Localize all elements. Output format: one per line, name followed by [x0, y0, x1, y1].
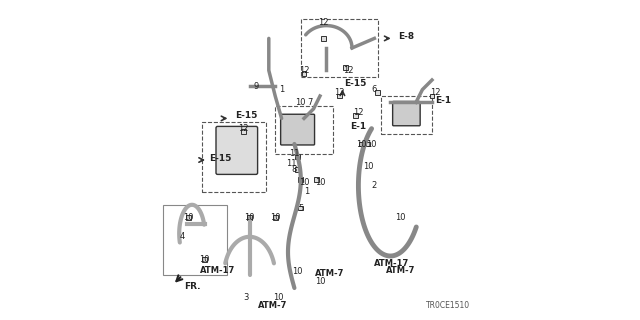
- Bar: [359, 141, 364, 147]
- Bar: [295, 167, 300, 172]
- Text: 10: 10: [315, 178, 325, 187]
- Text: 1: 1: [305, 188, 310, 196]
- Text: E-1: E-1: [351, 122, 367, 131]
- Text: 10: 10: [273, 293, 284, 302]
- Text: 10: 10: [366, 140, 376, 148]
- Text: ATM-7: ATM-7: [385, 266, 415, 275]
- Bar: [202, 257, 207, 262]
- Text: 8: 8: [292, 165, 297, 174]
- Bar: [429, 93, 435, 99]
- FancyBboxPatch shape: [280, 114, 315, 145]
- FancyBboxPatch shape: [393, 101, 420, 126]
- Text: E-15: E-15: [210, 154, 232, 163]
- Text: 10: 10: [270, 213, 280, 222]
- Text: 4: 4: [180, 232, 185, 241]
- Bar: [365, 141, 371, 147]
- Text: 10: 10: [299, 178, 309, 187]
- Text: 12: 12: [318, 18, 328, 27]
- FancyBboxPatch shape: [216, 126, 258, 174]
- Text: 6: 6: [372, 85, 377, 94]
- Text: 10: 10: [244, 213, 255, 222]
- Bar: [241, 129, 246, 134]
- Text: 9: 9: [253, 82, 259, 91]
- Bar: [186, 215, 191, 220]
- Text: 2: 2: [372, 181, 377, 190]
- Text: ATM-7: ATM-7: [315, 269, 344, 278]
- Bar: [321, 36, 326, 41]
- Bar: [273, 215, 278, 220]
- Text: 10: 10: [200, 255, 210, 264]
- Text: E-1: E-1: [435, 96, 451, 105]
- Text: E-15: E-15: [236, 111, 257, 120]
- Text: ATM-7: ATM-7: [258, 301, 287, 310]
- Text: 7: 7: [308, 98, 313, 107]
- Text: 10: 10: [292, 268, 303, 276]
- Bar: [295, 155, 300, 159]
- Text: 12: 12: [334, 88, 344, 97]
- Text: 3: 3: [244, 293, 249, 302]
- Text: 12: 12: [238, 124, 248, 132]
- Bar: [375, 91, 380, 95]
- Text: 10: 10: [395, 213, 405, 222]
- Text: 10: 10: [363, 162, 373, 171]
- Bar: [314, 177, 319, 182]
- Text: ATM-17: ATM-17: [200, 266, 236, 275]
- Text: 10: 10: [184, 213, 194, 222]
- Bar: [298, 206, 303, 211]
- Text: TR0CE1510: TR0CE1510: [426, 301, 470, 310]
- Text: 12: 12: [430, 88, 440, 97]
- Text: 11: 11: [289, 149, 300, 158]
- Text: 5: 5: [298, 204, 303, 212]
- Text: 12: 12: [353, 108, 364, 116]
- Text: 1: 1: [279, 85, 284, 94]
- Text: 11: 11: [286, 159, 296, 168]
- Text: 10: 10: [296, 98, 306, 107]
- Text: ATM-17: ATM-17: [374, 260, 410, 268]
- Text: E-15: E-15: [344, 79, 366, 88]
- Bar: [301, 71, 307, 76]
- Text: 10: 10: [356, 140, 367, 148]
- Text: FR.: FR.: [184, 282, 200, 291]
- Text: 12: 12: [344, 66, 354, 75]
- Text: 10: 10: [315, 277, 325, 286]
- Bar: [337, 93, 342, 99]
- Bar: [298, 177, 303, 182]
- Text: E-8: E-8: [398, 32, 415, 41]
- Bar: [343, 65, 348, 70]
- Bar: [247, 215, 252, 220]
- Bar: [353, 113, 358, 118]
- Text: 12: 12: [299, 66, 309, 75]
